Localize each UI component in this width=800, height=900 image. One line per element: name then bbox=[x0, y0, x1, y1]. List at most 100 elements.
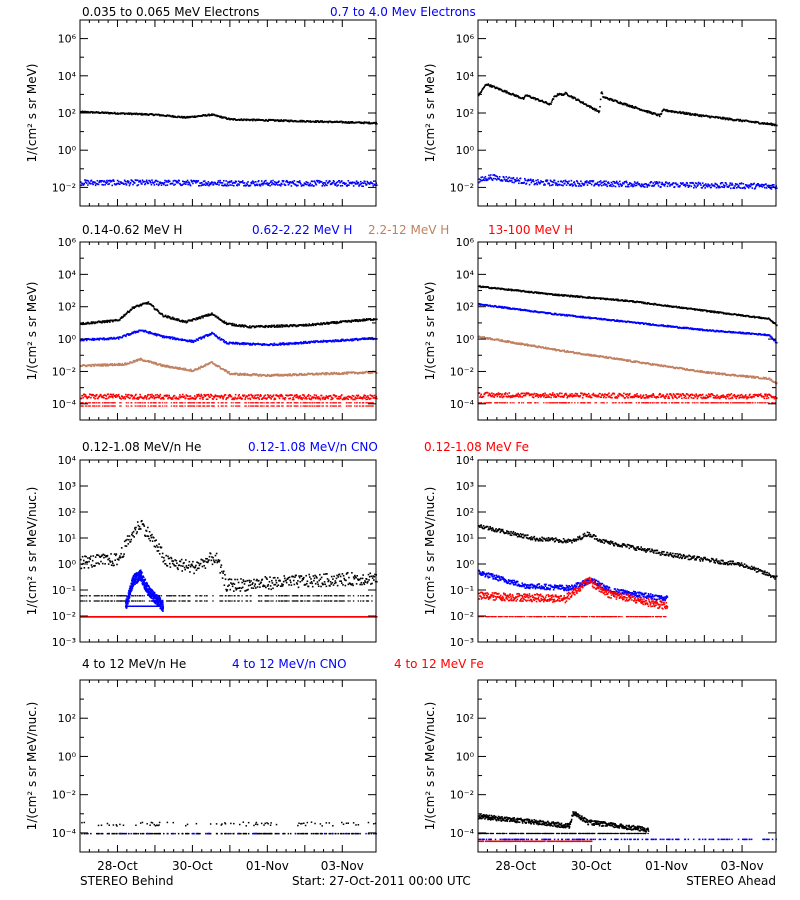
data-point bbox=[292, 182, 295, 185]
data-point bbox=[134, 394, 137, 397]
data-point bbox=[342, 398, 344, 401]
data-point bbox=[182, 393, 184, 396]
series-points bbox=[80, 357, 378, 378]
data-point bbox=[232, 397, 235, 399]
data-point bbox=[770, 184, 772, 187]
data-point bbox=[101, 338, 104, 341]
data-point bbox=[559, 184, 561, 186]
data-point bbox=[182, 117, 184, 119]
data-point bbox=[92, 183, 95, 186]
data-point bbox=[133, 330, 136, 333]
data-point bbox=[109, 363, 112, 365]
data-point bbox=[522, 96, 524, 99]
data-point bbox=[308, 340, 310, 343]
data-point bbox=[173, 317, 176, 320]
data-point bbox=[238, 374, 240, 376]
data-point bbox=[628, 104, 631, 107]
data-point bbox=[284, 184, 287, 187]
data-point bbox=[313, 405, 316, 407]
data-point bbox=[131, 113, 133, 116]
data-point bbox=[122, 397, 125, 400]
data-point bbox=[531, 180, 534, 182]
data-point bbox=[252, 119, 254, 122]
data-point bbox=[162, 182, 165, 185]
data-point bbox=[101, 363, 104, 365]
data-point bbox=[357, 181, 360, 184]
data-point bbox=[768, 184, 771, 187]
data-point bbox=[537, 99, 540, 101]
data-point bbox=[295, 185, 298, 187]
data-point bbox=[188, 395, 191, 398]
data-point bbox=[366, 398, 369, 401]
data-point bbox=[125, 405, 128, 407]
data-point bbox=[351, 182, 353, 185]
data-point bbox=[176, 319, 179, 322]
data-point bbox=[358, 319, 361, 321]
data-point bbox=[246, 183, 249, 186]
data-point bbox=[272, 394, 275, 396]
data-point bbox=[106, 338, 108, 341]
data-point bbox=[319, 405, 321, 407]
data-point bbox=[184, 181, 187, 183]
data-point bbox=[186, 179, 189, 182]
data-point bbox=[126, 180, 129, 182]
data-point bbox=[232, 405, 234, 407]
data-point bbox=[374, 184, 376, 186]
data-point bbox=[495, 175, 497, 177]
data-point bbox=[504, 178, 506, 181]
data-point bbox=[722, 116, 725, 119]
data-point bbox=[82, 396, 84, 399]
data-point bbox=[197, 339, 200, 341]
data-point bbox=[205, 182, 208, 185]
data-point bbox=[537, 98, 539, 100]
data-point bbox=[326, 340, 328, 342]
data-point bbox=[296, 180, 299, 183]
data-point bbox=[363, 337, 366, 339]
data-point bbox=[223, 184, 226, 187]
data-point bbox=[341, 394, 343, 396]
data-point bbox=[624, 103, 626, 106]
data-point bbox=[253, 343, 256, 345]
data-point bbox=[190, 179, 192, 182]
data-point bbox=[184, 368, 187, 371]
data-point bbox=[708, 115, 711, 118]
data-point bbox=[517, 289, 520, 291]
data-point bbox=[604, 297, 607, 300]
data-point bbox=[291, 398, 294, 401]
data-point bbox=[576, 295, 579, 297]
data-point bbox=[163, 398, 165, 400]
data-point bbox=[118, 395, 121, 398]
data-point bbox=[682, 111, 684, 113]
data-point bbox=[137, 398, 140, 400]
data-point bbox=[157, 184, 160, 187]
data-point bbox=[115, 183, 118, 186]
data-point bbox=[271, 373, 273, 376]
data-point bbox=[297, 396, 299, 399]
data-point bbox=[346, 405, 348, 407]
data-point bbox=[361, 396, 363, 399]
data-point bbox=[368, 405, 371, 407]
data-point bbox=[636, 181, 639, 184]
data-point bbox=[227, 372, 229, 374]
data-point bbox=[365, 396, 368, 398]
data-point bbox=[584, 180, 587, 183]
data-point bbox=[338, 402, 341, 404]
data-point bbox=[316, 372, 318, 374]
data-point bbox=[282, 120, 284, 123]
data-point bbox=[270, 398, 273, 400]
data-point bbox=[186, 339, 188, 342]
data-point bbox=[113, 364, 115, 366]
data-point bbox=[121, 336, 124, 339]
data-point bbox=[90, 396, 92, 399]
data-point bbox=[376, 318, 378, 321]
data-point bbox=[552, 181, 555, 184]
data-point bbox=[359, 402, 361, 404]
data-point bbox=[558, 293, 560, 296]
data-point bbox=[588, 182, 591, 184]
data-point bbox=[165, 394, 168, 397]
data-point bbox=[480, 89, 483, 92]
data-point bbox=[279, 344, 282, 346]
data-point bbox=[218, 181, 221, 184]
